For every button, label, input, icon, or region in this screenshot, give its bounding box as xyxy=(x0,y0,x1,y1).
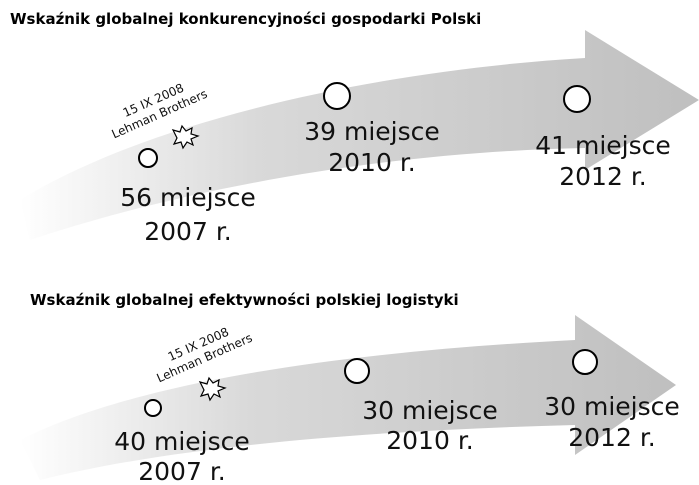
year: 2010 r. xyxy=(386,426,474,455)
arrow xyxy=(20,315,676,480)
point-marker xyxy=(572,349,598,375)
panel-title: Wskaźnik globalnej efektywności polskiej… xyxy=(30,291,459,309)
panel-title: Wskaźnik globalnej konkurencyjności gosp… xyxy=(10,10,481,28)
point-marker xyxy=(144,399,162,417)
year: 2010 r. xyxy=(328,148,416,177)
annotation: 15 IX 2008 Lehman Brothers xyxy=(155,325,255,386)
rank: 30 miejsce xyxy=(544,392,680,421)
year: 2007 r. xyxy=(144,217,232,246)
point-marker xyxy=(138,148,158,168)
rank: 40 miejsce xyxy=(114,427,250,456)
year: 2012 r. xyxy=(568,423,656,452)
burst xyxy=(171,124,200,150)
year: 2007 r. xyxy=(138,457,226,485)
burst xyxy=(198,376,227,402)
year: 2012 r. xyxy=(559,162,647,191)
rank: 30 miejsce xyxy=(362,396,498,425)
rank: 56 miejsce xyxy=(120,183,256,212)
point-marker xyxy=(323,82,351,110)
arrow xyxy=(20,30,699,240)
point-marker xyxy=(563,85,591,113)
rank: 41 miejsce xyxy=(535,131,671,160)
point-marker xyxy=(344,358,370,384)
rank: 39 miejsce xyxy=(304,117,440,146)
